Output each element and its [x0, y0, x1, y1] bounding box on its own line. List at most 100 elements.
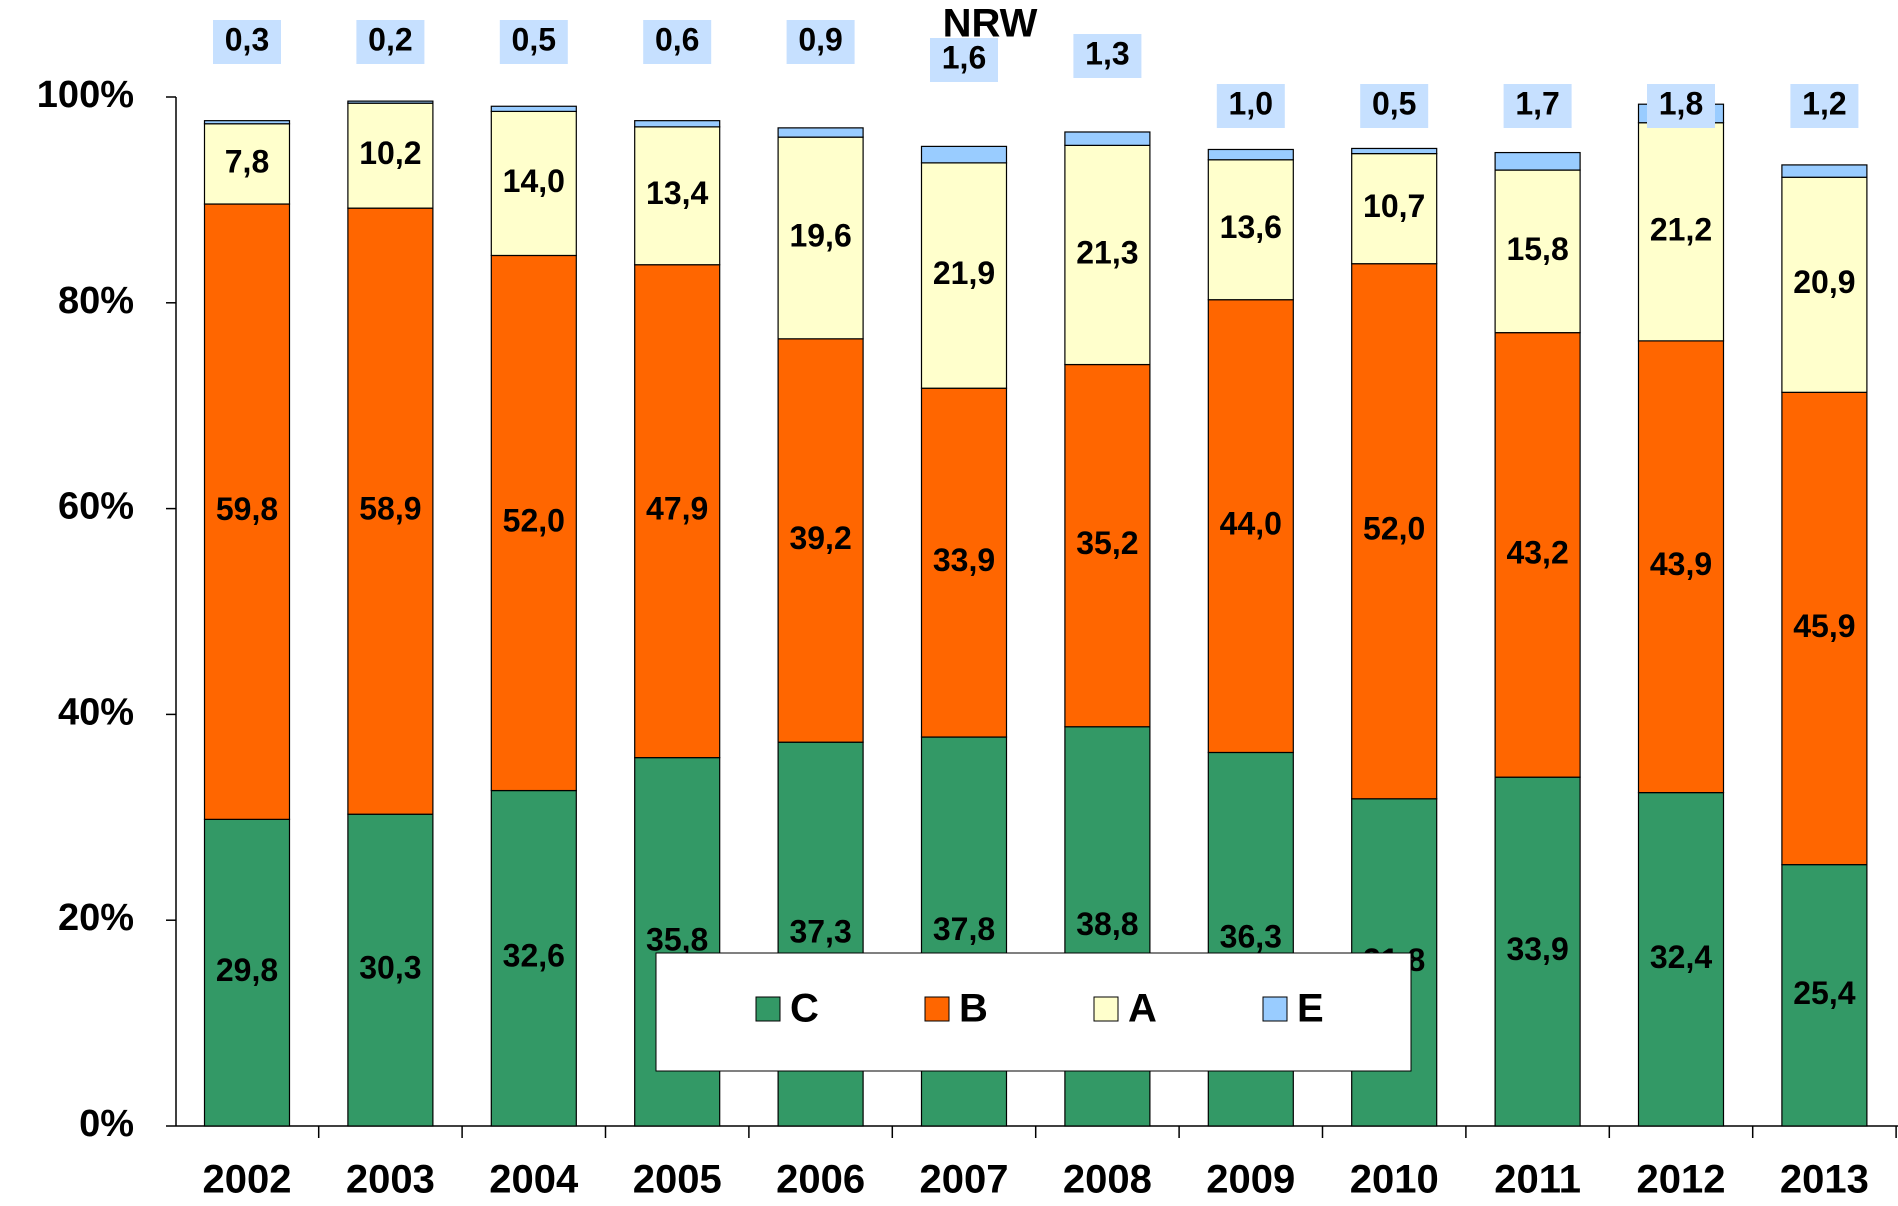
value-label: 1,3	[1085, 35, 1129, 71]
value-label: 38,8	[1076, 906, 1138, 942]
bar-segment	[1351, 263, 1438, 800]
bar-segment	[203, 120, 291, 125]
x-tick-label: 2009	[1206, 1158, 1295, 1202]
value-label: 21,3	[1076, 234, 1138, 270]
bar-segment	[490, 105, 577, 113]
value-label: 45,9	[1793, 608, 1855, 644]
bar-segment	[920, 387, 1008, 738]
value-label: 44,0	[1220, 506, 1282, 542]
value-label: 21,9	[933, 255, 995, 291]
value-label: 13,4	[646, 175, 708, 211]
value-label-bg	[1360, 84, 1429, 128]
value-label: 0,5	[512, 21, 556, 57]
bar-segment	[634, 126, 721, 266]
y-tick-label: 40%	[58, 691, 134, 733]
value-label: 59,8	[216, 491, 278, 527]
x-tick-label: 2013	[1780, 1158, 1869, 1202]
value-label: 47,9	[646, 491, 708, 527]
x-tick-label: 2010	[1350, 1158, 1439, 1202]
value-label-bg	[1647, 84, 1715, 128]
bar-segment	[347, 813, 434, 1127]
value-label: 37,8	[933, 911, 995, 947]
bar-segment	[347, 100, 434, 104]
bar-segment	[1351, 152, 1438, 265]
bar-segment	[1064, 363, 1151, 728]
bar-segment	[1494, 151, 1581, 171]
value-label-bg	[213, 20, 281, 64]
bar-segment	[490, 789, 577, 1127]
value-label: 1,2	[1802, 85, 1846, 121]
value-label: 29,8	[216, 952, 278, 988]
value-label: 15,8	[1506, 231, 1568, 267]
x-tick-label: 2003	[346, 1158, 435, 1202]
bar-segment	[1064, 144, 1151, 366]
value-label: 43,2	[1506, 534, 1568, 570]
value-label: 36,3	[1220, 919, 1282, 955]
value-label: 52,0	[503, 502, 565, 538]
bar-segment	[777, 136, 864, 340]
bar-segment	[1064, 131, 1151, 146]
value-label: 1,0	[1229, 85, 1273, 121]
x-tick-label: 2008	[1063, 1158, 1152, 1202]
value-label: 0,6	[655, 21, 699, 57]
y-tick-label: 80%	[58, 280, 134, 322]
value-label: 52,0	[1363, 511, 1425, 547]
value-label: 7,8	[225, 143, 269, 179]
value-label-bg	[499, 20, 568, 64]
value-label: 0,2	[368, 21, 412, 57]
value-label: 13,6	[1220, 209, 1282, 245]
bar-segment	[920, 145, 1008, 164]
legend-label: C	[790, 987, 819, 1031]
value-label: 33,9	[933, 542, 995, 578]
value-label-bg	[1790, 84, 1859, 128]
value-label: 1,7	[1515, 85, 1559, 121]
value-label: 32,4	[1650, 939, 1712, 975]
value-label: 43,9	[1650, 546, 1712, 582]
x-tick-label: 2005	[633, 1158, 722, 1202]
bar-segment	[1494, 776, 1581, 1127]
legend-swatch	[1262, 996, 1288, 1022]
x-tick-label: 2002	[203, 1158, 292, 1202]
y-tick-label: 100%	[37, 74, 134, 116]
value-label: 1,6	[942, 39, 986, 75]
value-label-bg	[786, 20, 855, 64]
value-label: 21,2	[1650, 211, 1712, 247]
bar-segment	[1207, 148, 1294, 161]
x-tick-label: 2004	[489, 1158, 579, 1202]
value-label-bg	[1073, 34, 1142, 78]
bar-segment	[203, 203, 291, 820]
bar-segment	[1781, 864, 1868, 1127]
bar-segment	[1207, 299, 1294, 754]
x-tick-label: 2011	[1494, 1158, 1581, 1202]
value-label-bg	[356, 20, 425, 64]
bar-segment	[1637, 340, 1725, 794]
value-label: 20,9	[1793, 264, 1855, 300]
y-tick-label: 60%	[58, 486, 134, 528]
value-label: 19,6	[789, 217, 851, 253]
y-tick-label: 20%	[58, 897, 134, 939]
x-tick-label: 2012	[1637, 1158, 1726, 1202]
bar-segment	[777, 127, 864, 138]
x-tick-label: 2007	[920, 1158, 1009, 1202]
y-tick-label: 0%	[79, 1103, 134, 1145]
value-label: 0,3	[225, 21, 269, 57]
legend-label: E	[1297, 987, 1324, 1031]
value-label: 39,2	[789, 520, 851, 556]
value-label: 33,9	[1506, 931, 1568, 967]
legend-swatch	[1093, 996, 1119, 1022]
value-label: 0,5	[1372, 85, 1416, 121]
x-tick-label: 2006	[776, 1158, 865, 1202]
bar-segment	[634, 120, 721, 128]
value-label: 10,7	[1363, 188, 1425, 224]
bar-segment	[1494, 332, 1581, 778]
value-label-bg	[930, 38, 998, 82]
legend-swatch	[924, 996, 950, 1022]
bar-segment	[1781, 176, 1868, 393]
value-label: 32,6	[503, 938, 565, 974]
legend-label: A	[1128, 987, 1157, 1031]
legend-swatch	[755, 996, 781, 1022]
bar-segment	[1494, 169, 1581, 334]
bar-segment	[490, 110, 577, 257]
bar-segment	[1637, 792, 1725, 1127]
